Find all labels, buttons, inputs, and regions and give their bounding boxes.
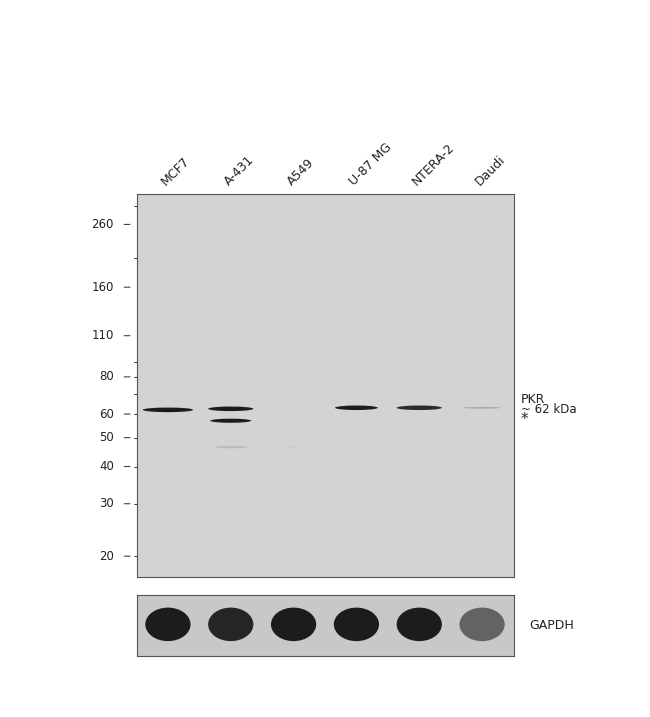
Text: U-87 MG: U-87 MG [347,141,395,188]
Text: 60: 60 [99,407,114,421]
Text: A549: A549 [285,156,317,188]
Text: *: * [521,412,528,427]
Ellipse shape [334,607,379,641]
Text: NTERA-2: NTERA-2 [410,141,458,188]
Text: PKR: PKR [521,394,545,407]
Text: 160: 160 [92,281,114,294]
Text: 30: 30 [99,497,114,511]
Text: 40: 40 [99,460,114,473]
Ellipse shape [288,446,299,448]
Text: 110: 110 [92,329,114,342]
Text: MCF7: MCF7 [159,154,192,188]
Text: 260: 260 [92,218,114,231]
Ellipse shape [460,607,504,641]
Ellipse shape [463,407,501,409]
Text: 20: 20 [99,550,114,563]
Ellipse shape [211,419,251,423]
Text: 50: 50 [99,431,114,444]
Text: Daudi: Daudi [473,153,508,188]
Ellipse shape [146,607,190,641]
Ellipse shape [208,407,254,411]
Text: ~ 62 kDa: ~ 62 kDa [521,404,577,417]
Text: 80: 80 [99,371,114,384]
Ellipse shape [143,407,193,412]
Ellipse shape [214,446,247,448]
Ellipse shape [335,406,378,410]
Ellipse shape [396,607,442,641]
Ellipse shape [208,607,254,641]
Ellipse shape [271,607,316,641]
Text: GAPDH: GAPDH [530,619,575,632]
Text: A-431: A-431 [222,153,257,188]
Ellipse shape [396,406,442,410]
